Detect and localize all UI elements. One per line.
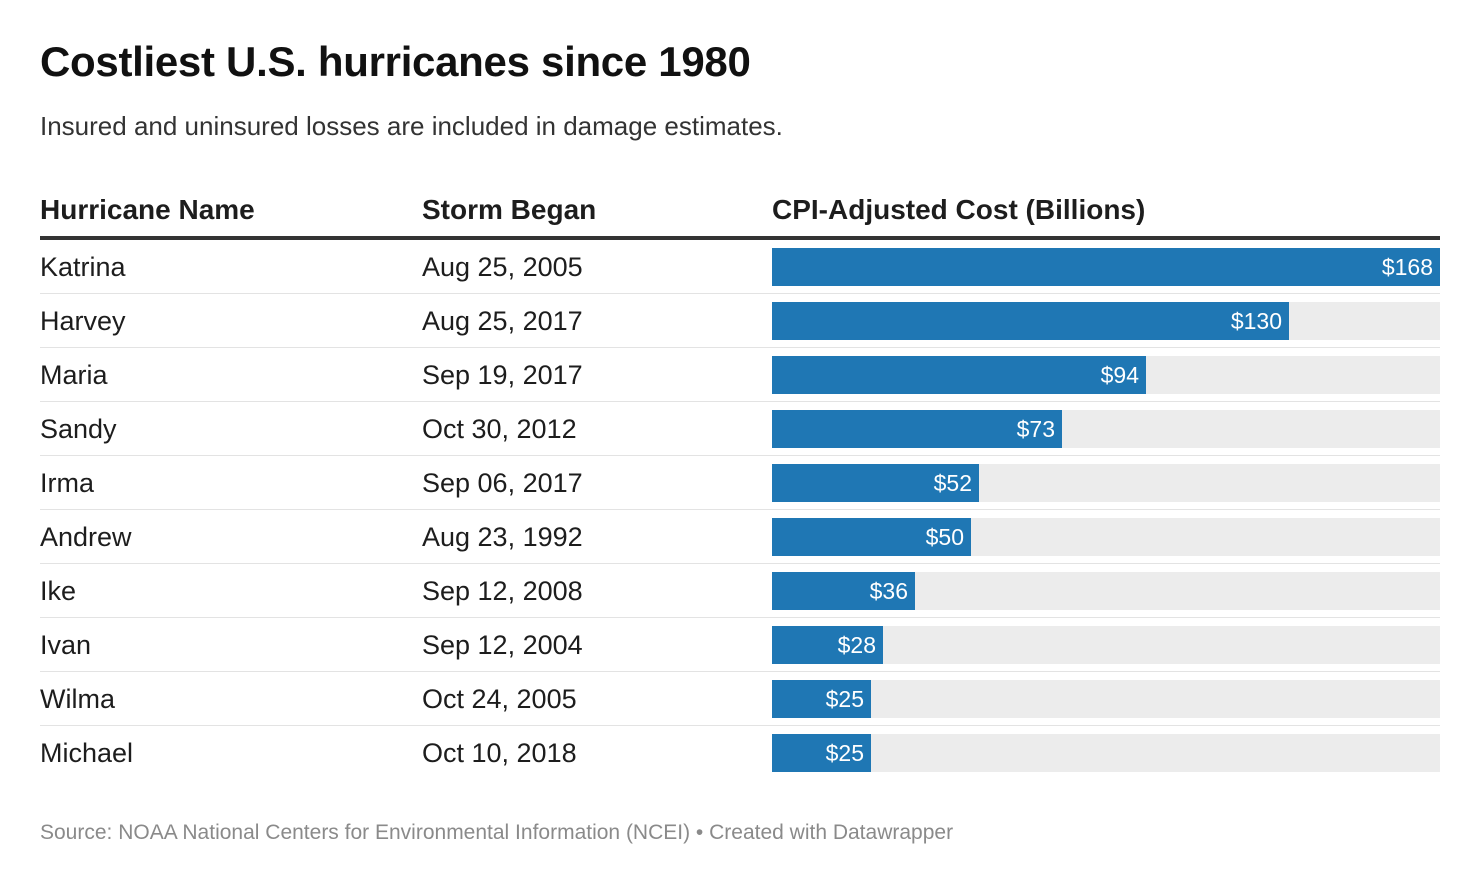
cost-bar: $50 [772, 518, 971, 556]
hurricane-name: Sandy [40, 414, 117, 444]
table-row: Michael Oct 10, 2018 $25 [40, 726, 1440, 780]
cost-bar-track: $50 [772, 518, 1440, 556]
storm-began-date: Aug 23, 1992 [422, 522, 583, 552]
cost-bar-track: $52 [772, 464, 1440, 502]
cost-data-label: $94 [1100, 362, 1139, 388]
table-row: Irma Sep 06, 2017 $52 [40, 456, 1440, 510]
cost-data-label: $25 [825, 686, 864, 712]
cost-bar-track: $25 [772, 680, 1440, 718]
hurricane-name: Harvey [40, 306, 126, 336]
hurricane-name: Ivan [40, 630, 92, 660]
cost-bar: $94 [772, 356, 1146, 394]
storm-began-date: Sep 06, 2017 [422, 468, 583, 498]
cost-data-label: $28 [837, 632, 876, 658]
table-row: Wilma Oct 24, 2005 $25 [40, 672, 1440, 726]
storm-began-date: Sep 12, 2008 [422, 576, 583, 606]
storm-began-date: Aug 25, 2005 [422, 252, 583, 282]
cost-bar: $52 [772, 464, 979, 502]
table-row: Andrew Aug 23, 1992 $50 [40, 510, 1440, 564]
cost-bar-track: $36 [772, 572, 1440, 610]
table-row: Sandy Oct 30, 2012 $73 [40, 402, 1440, 456]
cost-bar-track: $28 [772, 626, 1440, 664]
cost-bar: $36 [772, 572, 915, 610]
cost-bar: $25 [772, 734, 871, 772]
hurricane-name: Katrina [40, 252, 126, 282]
cost-bar: $28 [772, 626, 883, 664]
table-row: Ike Sep 12, 2008 $36 [40, 564, 1440, 618]
column-header-cost[interactable]: CPI-Adjusted Cost (Billions) [772, 194, 1146, 225]
cost-data-label: $168 [1381, 254, 1433, 280]
storm-began-date: Sep 12, 2004 [422, 630, 583, 660]
storm-began-date: Sep 19, 2017 [422, 360, 583, 390]
table-header: Hurricane Name Storm Began CPI-Adjusted … [40, 186, 1440, 240]
cost-bar: $25 [772, 680, 871, 718]
hurricane-name: Wilma [40, 684, 115, 714]
cost-bar-track: $25 [772, 734, 1440, 772]
table-row: Katrina Aug 25, 2005 $168 [40, 240, 1440, 294]
chart-title: Costliest U.S. hurricanes since 1980 [40, 38, 751, 85]
cost-data-label: $36 [869, 578, 908, 604]
cost-bar-track: $130 [772, 302, 1440, 340]
table-row: Harvey Aug 25, 2017 $130 [40, 294, 1440, 348]
cost-bar: $73 [772, 410, 1062, 448]
hurricane-name: Irma [40, 468, 94, 498]
cost-bar-track: $73 [772, 410, 1440, 448]
column-header-date[interactable]: Storm Began [422, 194, 597, 225]
cost-bar-track: $94 [772, 356, 1440, 394]
cost-data-label: $50 [925, 524, 964, 550]
storm-began-date: Oct 10, 2018 [422, 738, 577, 768]
chart-subtitle: Insured and uninsured losses are include… [40, 111, 783, 141]
cost-data-label: $73 [1016, 416, 1055, 442]
table-row: Maria Sep 19, 2017 $94 [40, 348, 1440, 402]
cost-bar: $130 [772, 302, 1289, 340]
storm-began-date: Oct 24, 2005 [422, 684, 577, 714]
hurricane-name: Andrew [40, 522, 132, 552]
table-row: Ivan Sep 12, 2004 $28 [40, 618, 1440, 672]
storm-began-date: Aug 25, 2017 [422, 306, 583, 336]
hurricane-name: Maria [40, 360, 108, 390]
cost-data-label: $52 [933, 470, 972, 496]
table-body: Katrina Aug 25, 2005 $168 Harvey Aug 25, 201… [40, 240, 1440, 780]
cost-bar-track: $168 [772, 248, 1440, 286]
hurricane-name: Michael [40, 738, 134, 768]
hurricane-table: Hurricane Name Storm Began CPI-Adjusted … [40, 186, 1440, 780]
column-header-name[interactable]: Hurricane Name [40, 194, 255, 225]
storm-began-date: Oct 30, 2012 [422, 414, 577, 444]
hurricane-name: Ike [40, 576, 77, 606]
source-footer: Source: NOAA National Centers for Enviro… [40, 821, 954, 844]
cost-data-label: $130 [1230, 308, 1282, 334]
cost-bar: $168 [772, 248, 1440, 286]
cost-data-label: $25 [825, 740, 864, 766]
